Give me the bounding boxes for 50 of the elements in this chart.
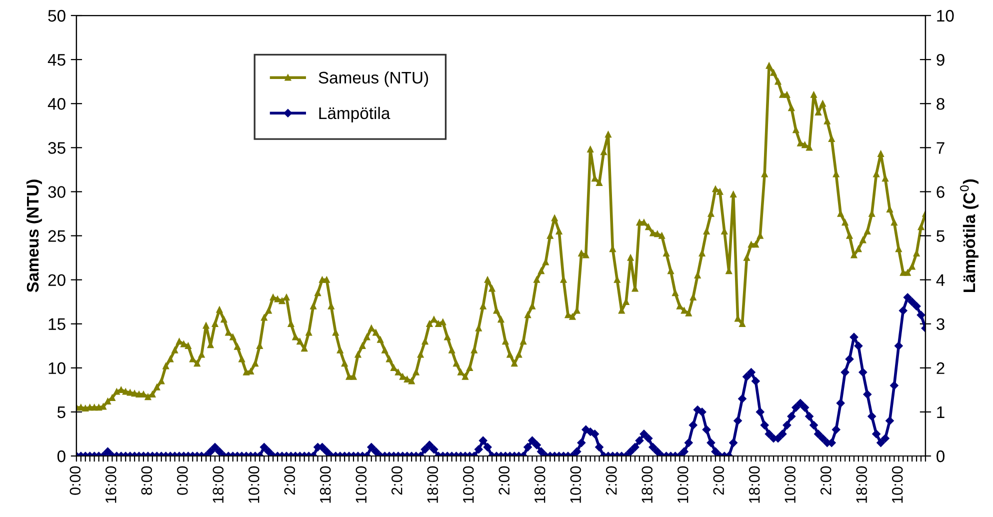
x-tick-label: 8:00 [141,466,152,495]
x-tick-label: 2:00 [713,466,724,495]
y2-tick-label: 9 [936,54,944,66]
y2-axis-title: Lämpötila (C$^{0}$) [960,179,978,292]
x-tick-label: 10:00 [248,466,260,503]
x-tick-label: 2:00 [606,466,617,495]
y-tick-label: 50 [48,10,66,22]
y2-tick-label: 5 [936,230,944,242]
x-tick-label: 16:00 [105,466,116,503]
x-tick-label: 10:00 [570,466,582,503]
x-tick-label: 10:00 [677,466,688,503]
y-tick-label: 0 [57,450,66,462]
y2-tick-label: 2 [936,362,944,374]
y2-tick-label: 6 [936,186,944,198]
x-tick-label: 18:00 [748,466,760,503]
x-tick-label: 2:00 [498,466,510,495]
y-tick-label: 5 [57,406,66,418]
x-tick-label: 18:00 [856,466,868,503]
x-tick-label: 10:00 [462,466,474,503]
x-tick-label: 10:00 [356,466,367,503]
y2-tick-label: 0 [936,450,945,462]
y-tick-label: 40 [48,98,66,110]
y2-tick-label: 7 [936,142,944,154]
y-axis-title: Sameus (NTU) [26,180,42,292]
y2-tick-label: 10 [937,10,954,22]
x-tick-label: 18:00 [427,466,438,503]
x-tick-label: 0:00 [70,466,81,495]
x-tick-label: 2:00 [820,466,832,495]
y2-tick-label: 4 [936,274,945,286]
x-tick-label: 18:00 [320,466,331,503]
x-tick-label: 0:00 [176,466,188,495]
y2-tick-label: 8 [936,98,944,110]
x-tick-label: 2:00 [391,466,402,495]
y-tick-label: 15 [48,318,66,330]
x-tick-label: 10:00 [892,466,903,503]
y-tick-label: 30 [48,186,66,198]
y-tick-label: 45 [48,54,66,66]
y-tick-label: 10 [48,362,66,374]
x-tick-label: 2:00 [284,466,296,495]
y-tick-label: 25 [48,230,66,242]
x-tick-label: 18:00 [534,466,546,503]
y2-tick-label: 1 [937,406,944,418]
y-tick-label: 20 [48,274,66,286]
legend-label: Sameus (NTU) [318,71,428,87]
x-tick-label: 18:00 [642,466,653,503]
x-tick-label: 18:00 [212,466,224,503]
legend-label: Lämpötila [319,106,390,122]
y-tick-label: 35 [48,142,66,154]
x-tick-label: 10:00 [784,466,796,503]
y2-tick-label: 3 [936,318,944,330]
